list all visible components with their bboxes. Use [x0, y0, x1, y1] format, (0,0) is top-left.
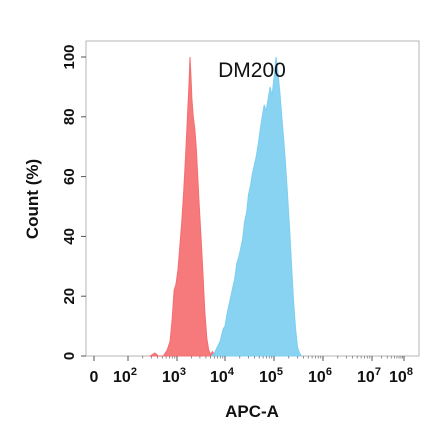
y-tick-label: 20	[61, 288, 78, 305]
histogram-series-2	[210, 56, 303, 357]
y-tick-label: 100	[61, 44, 78, 69]
x-tick-label: 103	[162, 366, 186, 386]
y-axis-title: Count (%)	[23, 159, 42, 239]
y-tick-label: 0	[61, 352, 78, 360]
x-tick-label: 106	[308, 366, 332, 386]
x-tick-label: 0	[90, 369, 99, 386]
x-axis-title: APC-A	[225, 402, 279, 421]
x-tick-label: 105	[259, 366, 283, 386]
y-tick-label: 60	[61, 168, 78, 185]
y-tick-label: 40	[61, 228, 78, 245]
histogram-series-1	[148, 56, 218, 357]
chart-title: DM200	[218, 59, 286, 82]
y-tick-label: 80	[61, 108, 78, 125]
x-tick-label: 107	[357, 366, 381, 386]
x-tick-label: 108	[389, 366, 413, 386]
x-tick-label: 104	[210, 366, 235, 386]
series-layer	[148, 56, 303, 357]
axes-layer: 0 20 40 60 80 100 0 102 103 104 105 106 107 108	[61, 44, 413, 386]
x-tick-label: 102	[113, 366, 137, 386]
